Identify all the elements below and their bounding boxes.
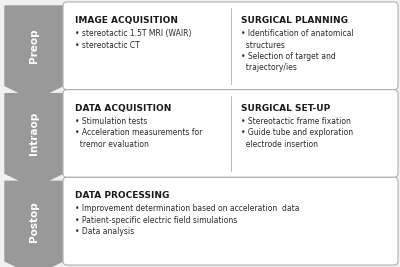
Text: • Stereotactic frame fixation: • Stereotactic frame fixation [241,117,351,126]
Text: • stereotactic CT: • stereotactic CT [75,41,140,49]
Text: • stereotactic 1.5T MRI (WAIR): • stereotactic 1.5T MRI (WAIR) [75,29,192,38]
Text: DATA PROCESSING: DATA PROCESSING [75,191,169,200]
Text: • Selection of target and: • Selection of target and [241,52,336,61]
Text: DATA ACQUISITION: DATA ACQUISITION [75,104,171,113]
Text: IMAGE ACQUISITION: IMAGE ACQUISITION [75,16,178,25]
Text: • Stimulation tests: • Stimulation tests [75,117,147,126]
Text: SURGICAL PLANNING: SURGICAL PLANNING [241,16,348,25]
FancyBboxPatch shape [63,2,398,90]
Text: • Guide tube and exploration: • Guide tube and exploration [241,128,353,137]
Text: electrode insertion: electrode insertion [241,140,318,149]
Text: • Improvement determination based on acceleration  data: • Improvement determination based on acc… [75,204,300,213]
Text: Intraop: Intraop [29,112,39,155]
Text: • Identification of anatomical: • Identification of anatomical [241,29,354,38]
Text: SURGICAL SET-UP: SURGICAL SET-UP [241,104,330,113]
Polygon shape [5,94,63,187]
Text: • Acceleration measurements for: • Acceleration measurements for [75,128,202,137]
Polygon shape [5,6,63,100]
Text: Preop: Preop [29,29,39,63]
FancyBboxPatch shape [63,177,398,265]
Text: trajectory/ies: trajectory/ies [241,64,297,73]
Text: Postop: Postop [29,201,39,242]
Polygon shape [5,181,63,267]
Text: • Data analysis: • Data analysis [75,227,134,236]
Text: tremor evaluation: tremor evaluation [75,140,149,149]
Text: structures: structures [241,41,285,49]
Text: • Patient-specific electric field simulations: • Patient-specific electric field simula… [75,216,237,225]
FancyBboxPatch shape [63,90,398,177]
